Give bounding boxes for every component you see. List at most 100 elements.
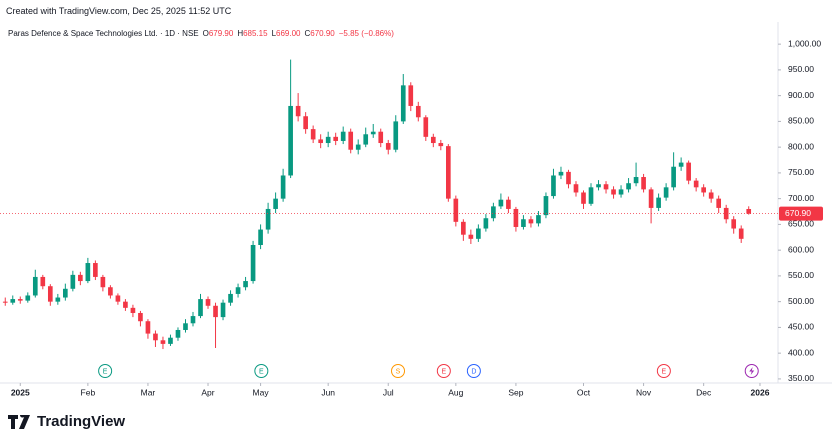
- symbol-title: Paras Defence & Space Technologies Ltd. …: [8, 29, 199, 38]
- candle-body: [461, 221, 466, 235]
- event-badge: [436, 364, 451, 378]
- candle-body: [228, 293, 233, 303]
- candle-body: [686, 162, 691, 181]
- event-icon: [749, 367, 755, 375]
- y-tick-label: 400.00: [788, 347, 814, 357]
- candle-body: [528, 219, 534, 224]
- candle-body: [483, 218, 489, 229]
- candle-body: [250, 245, 256, 282]
- candle-body: [100, 276, 106, 288]
- candle-body: [190, 316, 196, 324]
- candle-body: [258, 229, 263, 246]
- candle-body: [430, 136, 436, 144]
- ohlc-value: 669.00: [276, 29, 301, 38]
- candle-body: [123, 301, 128, 308]
- event-label: E: [441, 368, 446, 375]
- candle-body: [130, 307, 136, 313]
- ohlc-value: 685.15: [243, 29, 268, 38]
- candle-body: [611, 189, 616, 195]
- x-tick-label: Feb: [81, 387, 96, 397]
- logo[interactable]: TradingView: [8, 413, 125, 430]
- candle-body: [678, 162, 684, 167]
- candle-body: [385, 143, 391, 150]
- candle-body: [408, 85, 414, 106]
- candle-body: [543, 196, 549, 216]
- candle-body: [17, 299, 23, 301]
- chart: 350.00 400.00 450.00 500.00 550.00 600.00 650.…: [0, 22, 832, 397]
- candle-body: [273, 198, 278, 209]
- candle-body: [566, 171, 571, 185]
- ohlc-key: C: [304, 29, 311, 38]
- last-price-badge: [779, 206, 823, 221]
- candle-body: [10, 299, 16, 303]
- x-tick-label: Dec: [696, 387, 712, 397]
- candle-body: [521, 219, 526, 227]
- candle-body: [153, 333, 158, 341]
- event-badge: [391, 364, 406, 378]
- candle-body: [63, 288, 68, 298]
- created-note: Created with TradingView.com, Dec 25, 20…: [6, 6, 232, 16]
- candle-body: [716, 198, 722, 208]
- candle-body: [55, 297, 61, 302]
- last-price-label: 670.90: [785, 208, 811, 218]
- candle-body: [78, 274, 83, 282]
- y-tick-label: 450.00: [788, 322, 814, 332]
- candle-body: [265, 208, 271, 230]
- x-tick-label: Mar: [141, 387, 156, 397]
- candle-body: [558, 171, 564, 176]
- candle-body: [453, 198, 459, 222]
- y-tick-label: 850.00: [788, 116, 814, 126]
- plot-area: [0, 22, 778, 383]
- candle-body: [596, 184, 601, 188]
- candle-body: [491, 206, 496, 219]
- candle-body: [648, 189, 654, 208]
- candle-body: [370, 131, 376, 135]
- candle-body: [498, 199, 504, 207]
- y-tick-label: 900.00: [788, 90, 814, 100]
- candle-body: [415, 105, 421, 118]
- x-tick-label: Jun: [321, 387, 335, 397]
- candle-body: [25, 295, 31, 301]
- ohlc-key: L: [271, 29, 277, 38]
- candle-body: [393, 121, 399, 150]
- candle-body: [108, 287, 113, 296]
- y-tick-label: 350.00: [788, 373, 814, 383]
- y-tick-label: 700.00: [788, 193, 814, 203]
- event-badge: [656, 364, 671, 378]
- candle-body: [213, 305, 218, 318]
- x-tick-label: Aug: [448, 387, 463, 397]
- candle-body: [468, 234, 474, 239]
- candle-body: [288, 105, 293, 176]
- candle-body: [93, 263, 98, 277]
- event-badge: [466, 364, 481, 378]
- candle-body: [348, 131, 354, 150]
- ohlc-value: 670.90: [310, 29, 335, 38]
- ohlc-item: H685.15: [237, 29, 267, 38]
- candle-body: [618, 189, 624, 195]
- candle-body: [235, 287, 241, 294]
- y-tick-label: 600.00: [788, 244, 814, 254]
- candle-body: [656, 197, 661, 208]
- candle-body: [205, 299, 211, 306]
- candle-body: [145, 321, 151, 334]
- logo-text: TradingView: [37, 413, 126, 430]
- event-label: S: [396, 368, 401, 375]
- y-tick-label: 950.00: [788, 64, 814, 74]
- candle-body: [626, 183, 631, 190]
- y-tick-label: 650.00: [788, 219, 814, 229]
- candle-body: [701, 187, 706, 193]
- candle-body: [85, 263, 91, 282]
- candle-body: [378, 131, 384, 144]
- y-tick-label: 750.00: [788, 167, 814, 177]
- candle-body: [220, 302, 226, 318]
- x-tick-label: Jul: [383, 387, 394, 397]
- candle-body: [671, 166, 676, 188]
- candle-body: [243, 281, 248, 288]
- candle-body: [115, 295, 121, 302]
- x-tick-label: 2026: [751, 387, 770, 397]
- candle-body: [40, 276, 46, 287]
- candle-body: [333, 136, 339, 141]
- candle-body: [325, 136, 331, 144]
- x-tick-label: Sep: [508, 387, 523, 397]
